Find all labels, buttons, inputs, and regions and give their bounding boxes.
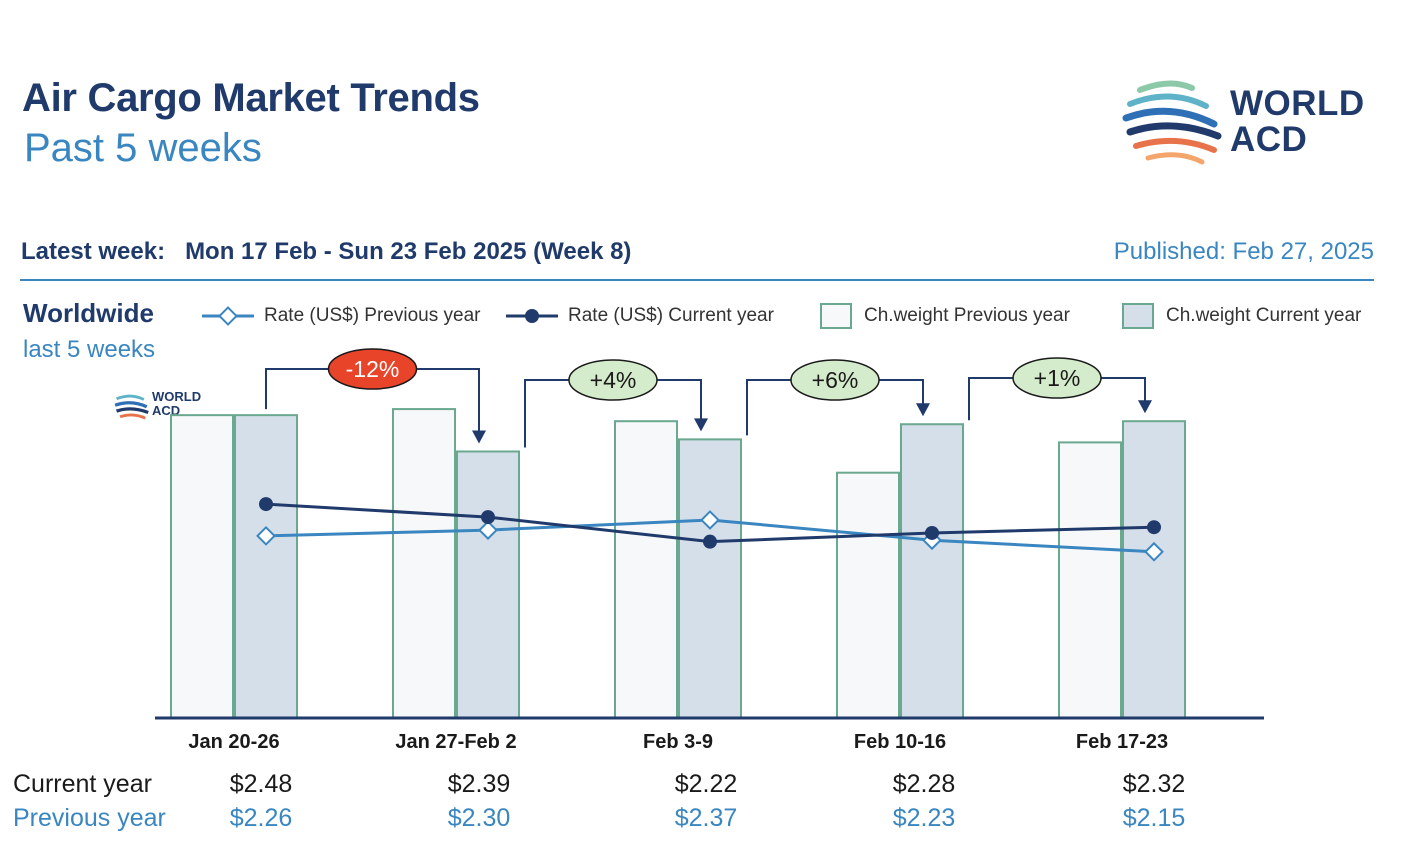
- latest-week-label: Latest week:: [21, 238, 166, 265]
- bar-chweight-current: [678, 438, 742, 719]
- page-title: Air Cargo Market Trends: [22, 76, 480, 120]
- bar-chweight-previous: [614, 420, 678, 719]
- current-rate-value: $2.32: [1122, 770, 1186, 798]
- bar-chweight-current: [900, 423, 964, 719]
- point-rate-current-year: [1147, 520, 1161, 535]
- watermark-logo-mark: [114, 394, 149, 420]
- bar-chweight-current: [234, 414, 298, 719]
- point-rate-current-year: [481, 510, 495, 525]
- legend-label: Ch.weight Current year: [1166, 305, 1362, 326]
- watermark-logo: WORLD ACD: [112, 388, 212, 424]
- change-arrow: [694, 418, 708, 432]
- change-badge: [1012, 357, 1102, 399]
- world-acd-logo-mark: [1122, 80, 1222, 165]
- world-acd-logo: WORLD ACD: [1118, 74, 1388, 174]
- point-rate-previous-year: [1144, 541, 1164, 562]
- change-badge: [790, 359, 880, 401]
- legend-chweight-current-year: Ch.weight Current year: [1122, 302, 1361, 330]
- page-subtitle: Past 5 weeks: [24, 126, 262, 170]
- point-rate-current-year: [259, 497, 273, 512]
- point-rate-previous-year: [256, 525, 276, 546]
- logo-wordmark: WORLD ACD: [1230, 86, 1365, 158]
- previous-rate-value: $2.26: [229, 804, 293, 832]
- latest-week: Latest week: Mon 17 Feb - Sun 23 Feb 2025…: [21, 238, 631, 266]
- legend-label: Rate (US$) Current year: [568, 305, 774, 326]
- legend-rate-previous-year: Rate (US$) Previous year: [202, 302, 480, 330]
- logo-line1: WORLD: [1230, 84, 1365, 123]
- line-diamond-icon: [202, 306, 254, 326]
- point-rate-current-year: [925, 525, 939, 540]
- box-icon: [1122, 303, 1154, 329]
- x-tick-label: Feb 17-23: [1076, 731, 1168, 753]
- legend-chweight-previous-year: Ch.weight Previous year: [820, 302, 1070, 330]
- previous-rate-value: $2.37: [674, 804, 738, 832]
- change-badge-label: -12%: [346, 356, 400, 382]
- change-badge: [568, 359, 658, 401]
- point-rate-previous-year: [478, 520, 498, 540]
- current-year-label: Current year: [13, 770, 152, 798]
- legend-rate-current-year: Rate (US$) Current year: [506, 302, 774, 330]
- header-divider: [20, 279, 1374, 281]
- change-arrow: [916, 403, 930, 417]
- bar-chweight-previous: [1058, 441, 1122, 719]
- line-dot-icon: [506, 309, 558, 323]
- previous-rate-value: $2.23: [892, 804, 956, 832]
- bar-chweight-current: [456, 450, 520, 719]
- bar-chweight-previous: [170, 414, 234, 719]
- current-rate-value: $2.39: [447, 770, 511, 798]
- current-rate-value: $2.48: [229, 770, 293, 798]
- x-tick-label: Feb 3-9: [643, 731, 713, 753]
- legend-label: Ch.weight Previous year: [864, 305, 1070, 326]
- x-tick-label: Jan 20-26: [188, 731, 279, 753]
- point-rate-previous-year: [700, 510, 720, 530]
- latest-week-value: Mon 17 Feb - Sun 23 Feb 2025 (Week 8): [185, 238, 632, 265]
- change-badge: [327, 348, 418, 390]
- watermark-line1: WORLD: [152, 389, 202, 404]
- box-icon: [820, 303, 852, 329]
- current-rate-value: $2.28: [892, 770, 956, 798]
- watermark-line2: ACD: [152, 403, 181, 418]
- change-badge-label: +6%: [812, 367, 859, 393]
- legend-label: Rate (US$) Previous year: [264, 305, 481, 326]
- region-subtitle: last 5 weeks: [23, 336, 156, 363]
- change-arrow: [1138, 400, 1152, 414]
- region-title: Worldwide: [23, 298, 154, 328]
- logo-line2: ACD: [1230, 120, 1308, 159]
- x-tick-label: Jan 27-Feb 2: [395, 731, 516, 753]
- previous-year-label: Previous year: [13, 804, 166, 832]
- current-rate-value: $2.22: [674, 770, 738, 798]
- change-arrow: [472, 430, 486, 444]
- bar-chweight-current: [1122, 420, 1186, 719]
- published-date: Published: Feb 27, 2025: [1113, 238, 1374, 265]
- change-badge-label: +1%: [1034, 365, 1081, 391]
- previous-rate-value: $2.30: [447, 804, 511, 832]
- change-badge-label: +4%: [590, 367, 637, 393]
- previous-rate-value: $2.15: [1122, 804, 1186, 832]
- bar-chweight-previous: [392, 408, 456, 719]
- bar-chweight-previous: [836, 471, 900, 719]
- x-tick-label: Feb 10-16: [854, 731, 946, 753]
- point-rate-current-year: [703, 534, 717, 549]
